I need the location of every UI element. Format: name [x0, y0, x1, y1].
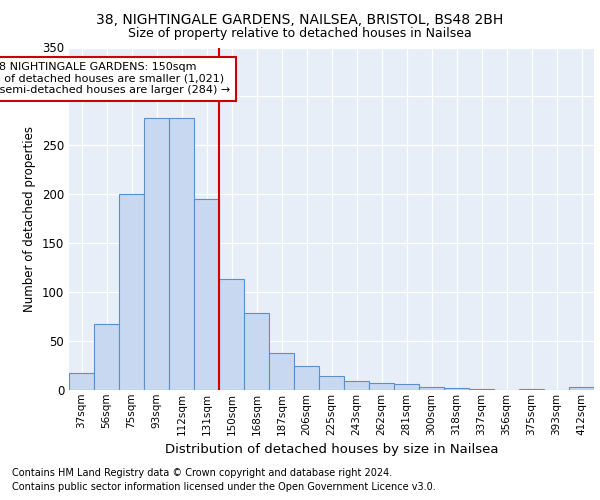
- Bar: [69, 374, 94, 390]
- Bar: [419, 387, 444, 390]
- Bar: [94, 324, 119, 390]
- Bar: [119, 194, 144, 390]
- Bar: [519, 389, 544, 390]
- Bar: [194, 199, 219, 390]
- Bar: [469, 389, 494, 390]
- Bar: [344, 381, 369, 390]
- Text: Contains public sector information licensed under the Open Government Licence v3: Contains public sector information licen…: [12, 482, 436, 492]
- Bar: [144, 118, 169, 390]
- Bar: [169, 118, 194, 390]
- Text: Contains HM Land Registry data © Crown copyright and database right 2024.: Contains HM Land Registry data © Crown c…: [12, 468, 392, 477]
- Bar: [319, 376, 344, 390]
- Text: 38 NIGHTINGALE GARDENS: 150sqm
← 78% of detached houses are smaller (1,021)
22% : 38 NIGHTINGALE GARDENS: 150sqm ← 78% of …: [0, 62, 230, 96]
- Bar: [444, 388, 469, 390]
- Bar: [569, 387, 594, 390]
- Bar: [294, 366, 319, 390]
- Text: 38, NIGHTINGALE GARDENS, NAILSEA, BRISTOL, BS48 2BH: 38, NIGHTINGALE GARDENS, NAILSEA, BRISTO…: [97, 12, 503, 26]
- Text: Size of property relative to detached houses in Nailsea: Size of property relative to detached ho…: [128, 28, 472, 40]
- Y-axis label: Number of detached properties: Number of detached properties: [23, 126, 37, 312]
- Bar: [369, 383, 394, 390]
- Bar: [244, 312, 269, 390]
- X-axis label: Distribution of detached houses by size in Nailsea: Distribution of detached houses by size …: [165, 443, 498, 456]
- Bar: [269, 353, 294, 390]
- Bar: [219, 280, 244, 390]
- Bar: [394, 384, 419, 390]
